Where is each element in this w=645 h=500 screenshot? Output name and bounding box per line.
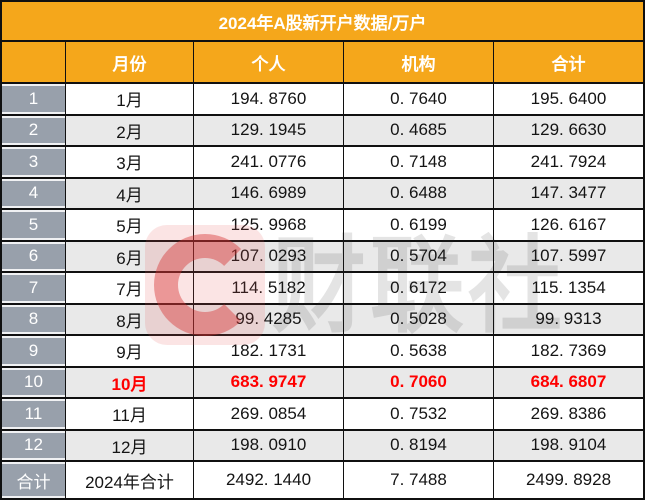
table-row: 1 1月 194. 8760 0. 7640 195. 6400	[2, 84, 643, 116]
row-index: 8	[2, 304, 66, 334]
table-row: 6 6月 107. 0293 0. 5704 107. 5997	[2, 241, 643, 273]
cell-total: 129. 6630	[494, 115, 643, 145]
table-total-row: 合计 2024年合计 2492. 1440 7. 7488 2499. 8928	[2, 462, 643, 498]
cell-total: 99. 9313	[494, 304, 643, 334]
cell-institution: 0. 7532	[344, 399, 494, 429]
cell-institution: 7. 7488	[344, 462, 494, 498]
table-row: 5 5月 125. 9968 0. 6199 126. 6167	[2, 210, 643, 242]
row-index: 5	[2, 210, 66, 240]
cell-institution: 0. 5028	[344, 304, 494, 334]
cell-month: 2月	[66, 115, 194, 145]
cell-institution: 0. 6199	[344, 210, 494, 240]
cell-individual: 269. 0854	[194, 399, 344, 429]
table-row: 7 7月 114. 5182 0. 6172 115. 1354	[2, 273, 643, 305]
cell-institution: 0. 4685	[344, 115, 494, 145]
header-cell-institution: 机构	[344, 42, 494, 82]
cell-total: 2499. 8928	[525, 470, 612, 489]
row-index: 7	[2, 273, 66, 303]
cell-total: 684. 6807	[494, 367, 643, 397]
cell-institution: 0. 6488	[344, 178, 494, 208]
cell-month: 12月	[66, 430, 194, 460]
row-index: 2	[2, 115, 66, 145]
cell-institution: 0. 5704	[344, 241, 494, 271]
cell-institution: 0. 7060	[344, 367, 494, 397]
cell-total: 198. 9104	[494, 430, 643, 460]
cell-total: 147. 3477	[494, 178, 643, 208]
cell-individual: 2492. 1440	[194, 462, 344, 498]
cell-individual: 107. 0293	[194, 241, 344, 271]
table-row-highlighted: 10 10月 683. 9747 0. 7060 684. 6807	[2, 367, 643, 399]
row-index: 10	[2, 367, 66, 397]
row-index: 11	[2, 399, 66, 429]
cell-individual: 125. 9968	[194, 210, 344, 240]
cell-month: 1月	[66, 84, 194, 114]
table-title: 2024年A股新开户数据/万户	[2, 2, 643, 42]
cell-total: 195. 6400	[530, 88, 607, 108]
cell-total: 269. 8386	[530, 403, 607, 423]
cell-total: 126. 6167	[530, 214, 607, 234]
cell-month: 9月	[66, 336, 194, 366]
cell-individual: 99. 4285	[194, 304, 344, 334]
row-index: 1	[2, 84, 66, 114]
table-row: 3 3月 241. 0776 0. 7148 241. 7924	[2, 147, 643, 179]
cell-individual: 683. 9747	[194, 367, 344, 397]
table-row: 12 12月 198. 0910 0. 8194 198. 9104	[2, 430, 643, 462]
table-row: 8 8月 99. 4285 0. 5028 99. 9313	[2, 304, 643, 336]
cell-total: 115. 1354	[531, 277, 606, 297]
header-cell-individual: 个人	[194, 42, 344, 82]
cell-month: 6月	[66, 241, 194, 271]
cell-month: 4月	[66, 178, 194, 208]
cell-individual: 114. 5182	[194, 273, 344, 303]
cell-month: 2024年合计	[66, 462, 194, 498]
total-row-index: 合计	[2, 462, 66, 498]
cell-month: 11月	[66, 399, 194, 429]
cell-individual: 194. 8760	[194, 84, 344, 114]
row-index: 4	[2, 178, 66, 208]
table-row: 2 2月 129. 1945 0. 4685 129. 6630	[2, 115, 643, 147]
header-cell-index	[2, 42, 66, 82]
row-index: 3	[2, 147, 66, 177]
cell-month: 7月	[66, 273, 194, 303]
header-cell-total: 合计	[494, 42, 643, 82]
table-row: 4 4月 146. 6989 0. 6488 147. 3477	[2, 178, 643, 210]
cell-individual: 198. 0910	[194, 430, 344, 460]
cell-month: 5月	[66, 210, 194, 240]
table-row: 11 11月 269. 0854 0. 7532 269. 8386	[2, 399, 643, 431]
cell-total: 182. 7369	[530, 340, 607, 360]
cell-institution: 0. 8194	[344, 430, 494, 460]
cell-institution: 0. 6172	[344, 273, 494, 303]
header-cell-month: 月份	[66, 42, 194, 82]
cell-total: 241. 7924	[530, 151, 607, 171]
row-index: 9	[2, 336, 66, 366]
row-index: 12	[2, 430, 66, 460]
cell-individual: 182. 1731	[194, 336, 344, 366]
cell-total: 107. 5997	[494, 241, 643, 271]
cell-month: 10月	[66, 367, 194, 397]
cell-individual: 146. 6989	[194, 178, 344, 208]
cell-individual: 129. 1945	[194, 115, 344, 145]
table-header-row: 月份 个人 机构 合计	[2, 42, 643, 84]
cell-institution: 0. 5638	[344, 336, 494, 366]
table-row: 9 9月 182. 1731 0. 5638 182. 7369	[2, 336, 643, 368]
cell-month: 8月	[66, 304, 194, 334]
cell-institution: 0. 7148	[344, 147, 494, 177]
row-index: 6	[2, 241, 66, 271]
cell-individual: 241. 0776	[194, 147, 344, 177]
cell-month: 3月	[66, 147, 194, 177]
cell-institution: 0. 7640	[344, 84, 494, 114]
